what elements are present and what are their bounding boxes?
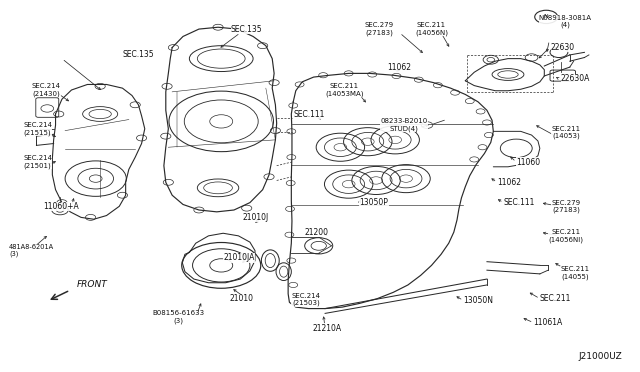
Text: SEC.211
(14053): SEC.211 (14053) <box>552 126 580 139</box>
Text: SEC.211
(14056NI): SEC.211 (14056NI) <box>548 229 584 243</box>
Text: N: N <box>544 15 548 19</box>
Text: 21010: 21010 <box>230 294 253 303</box>
Text: SEC.279
(27183): SEC.279 (27183) <box>552 199 580 213</box>
Text: 08233-B2010
STUD(4): 08233-B2010 STUD(4) <box>381 118 428 132</box>
Text: 21200: 21200 <box>304 228 328 237</box>
Text: SEC.214
(21430): SEC.214 (21430) <box>32 83 61 97</box>
Text: SEC.214
(21515): SEC.214 (21515) <box>23 122 52 135</box>
Text: SEC.214
(21503): SEC.214 (21503) <box>291 293 321 307</box>
Text: 11060: 11060 <box>516 157 540 167</box>
Text: 21010JA: 21010JA <box>223 253 255 263</box>
Text: SEC.111: SEC.111 <box>504 198 535 207</box>
Text: SEC.211
(14056N): SEC.211 (14056N) <box>415 22 448 36</box>
Text: 11060+A: 11060+A <box>43 202 79 211</box>
Text: SEC.279
(27183): SEC.279 (27183) <box>365 22 394 36</box>
Text: 22630: 22630 <box>550 43 575 52</box>
Text: SEC.111: SEC.111 <box>293 109 324 119</box>
Text: SEC.211: SEC.211 <box>540 294 572 303</box>
Text: N08918-3081A
(4): N08918-3081A (4) <box>539 15 592 28</box>
Text: 22630A: 22630A <box>561 74 590 83</box>
Text: 21210A: 21210A <box>312 324 342 333</box>
Text: 11062: 11062 <box>387 63 411 72</box>
Text: SEC.211
(14055): SEC.211 (14055) <box>561 266 589 279</box>
Text: 13050N: 13050N <box>463 296 493 305</box>
Text: SEC.211
(14053MA): SEC.211 (14053MA) <box>325 83 364 97</box>
Text: 21010J: 21010J <box>243 213 269 222</box>
Text: SEC.135: SEC.135 <box>123 51 154 60</box>
Text: FRONT: FRONT <box>77 280 108 289</box>
Text: 11062: 11062 <box>497 178 521 187</box>
Text: SEC.214
(21501): SEC.214 (21501) <box>23 155 52 169</box>
Text: J21000UZ: J21000UZ <box>579 352 623 361</box>
Text: 481A8-6201A
(3): 481A8-6201A (3) <box>9 244 54 257</box>
Text: SEC.135: SEC.135 <box>231 25 262 33</box>
Text: 11061A: 11061A <box>534 318 563 327</box>
Text: B08156-61633
(3): B08156-61633 (3) <box>152 310 205 324</box>
Text: 13050P: 13050P <box>360 198 388 207</box>
